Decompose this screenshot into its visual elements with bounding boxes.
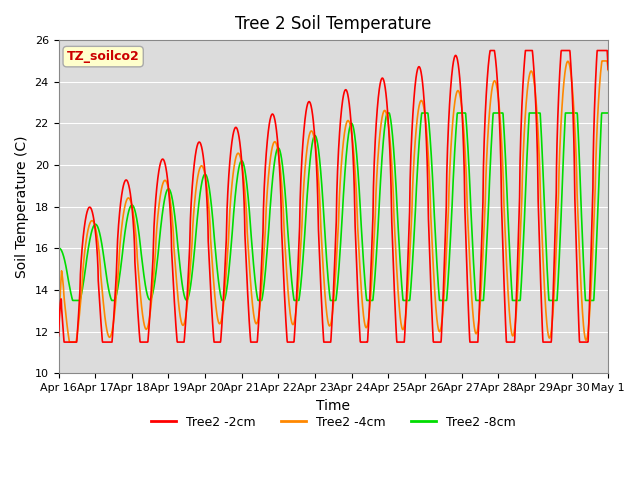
Legend: Tree2 -2cm, Tree2 -4cm, Tree2 -8cm: Tree2 -2cm, Tree2 -4cm, Tree2 -8cm <box>147 411 520 434</box>
Tree2 -2cm <box>362 339 369 345</box>
Line: Tree2 -8cm: Tree2 -8cm <box>58 113 608 300</box>
Tree2 -4cm <box>604 68 612 73</box>
Text: TZ_soilco2: TZ_soilco2 <box>67 50 140 63</box>
Tree2 -2cm <box>349 159 357 165</box>
Y-axis label: Soil Temperature (C): Soil Temperature (C) <box>15 135 29 278</box>
Tree2 -8cm <box>349 124 357 130</box>
Tree2 -2cm <box>493 79 501 85</box>
Tree2 -4cm <box>493 86 501 92</box>
Tree2 -2cm <box>556 64 564 70</box>
Tree2 -8cm <box>208 209 216 215</box>
Tree2 -4cm <box>362 324 369 329</box>
Tree2 -8cm <box>572 110 579 116</box>
Tree2 -4cm <box>208 257 216 263</box>
Line: Tree2 -4cm: Tree2 -4cm <box>58 61 608 342</box>
Title: Tree 2 Soil Temperature: Tree 2 Soil Temperature <box>235 15 431 33</box>
Tree2 -2cm <box>208 312 216 317</box>
Tree2 -4cm <box>572 130 579 135</box>
Tree2 -8cm <box>556 237 564 243</box>
X-axis label: Time: Time <box>316 398 350 413</box>
Tree2 -2cm <box>604 66 612 72</box>
Tree2 -2cm <box>60 339 68 345</box>
Tree2 -4cm <box>66 339 74 345</box>
Tree2 -8cm <box>69 298 77 303</box>
Tree2 -8cm <box>493 110 501 116</box>
Tree2 -4cm <box>598 58 606 64</box>
Tree2 -8cm <box>54 245 62 251</box>
Tree2 -4cm <box>556 146 564 152</box>
Tree2 -2cm <box>54 333 62 339</box>
Tree2 -8cm <box>383 110 391 116</box>
Tree2 -8cm <box>604 110 612 116</box>
Tree2 -2cm <box>572 213 579 219</box>
Tree2 -4cm <box>349 145 357 151</box>
Tree2 -8cm <box>362 284 369 289</box>
Tree2 -4cm <box>54 331 62 336</box>
Line: Tree2 -2cm: Tree2 -2cm <box>58 50 608 342</box>
Tree2 -2cm <box>486 48 494 53</box>
